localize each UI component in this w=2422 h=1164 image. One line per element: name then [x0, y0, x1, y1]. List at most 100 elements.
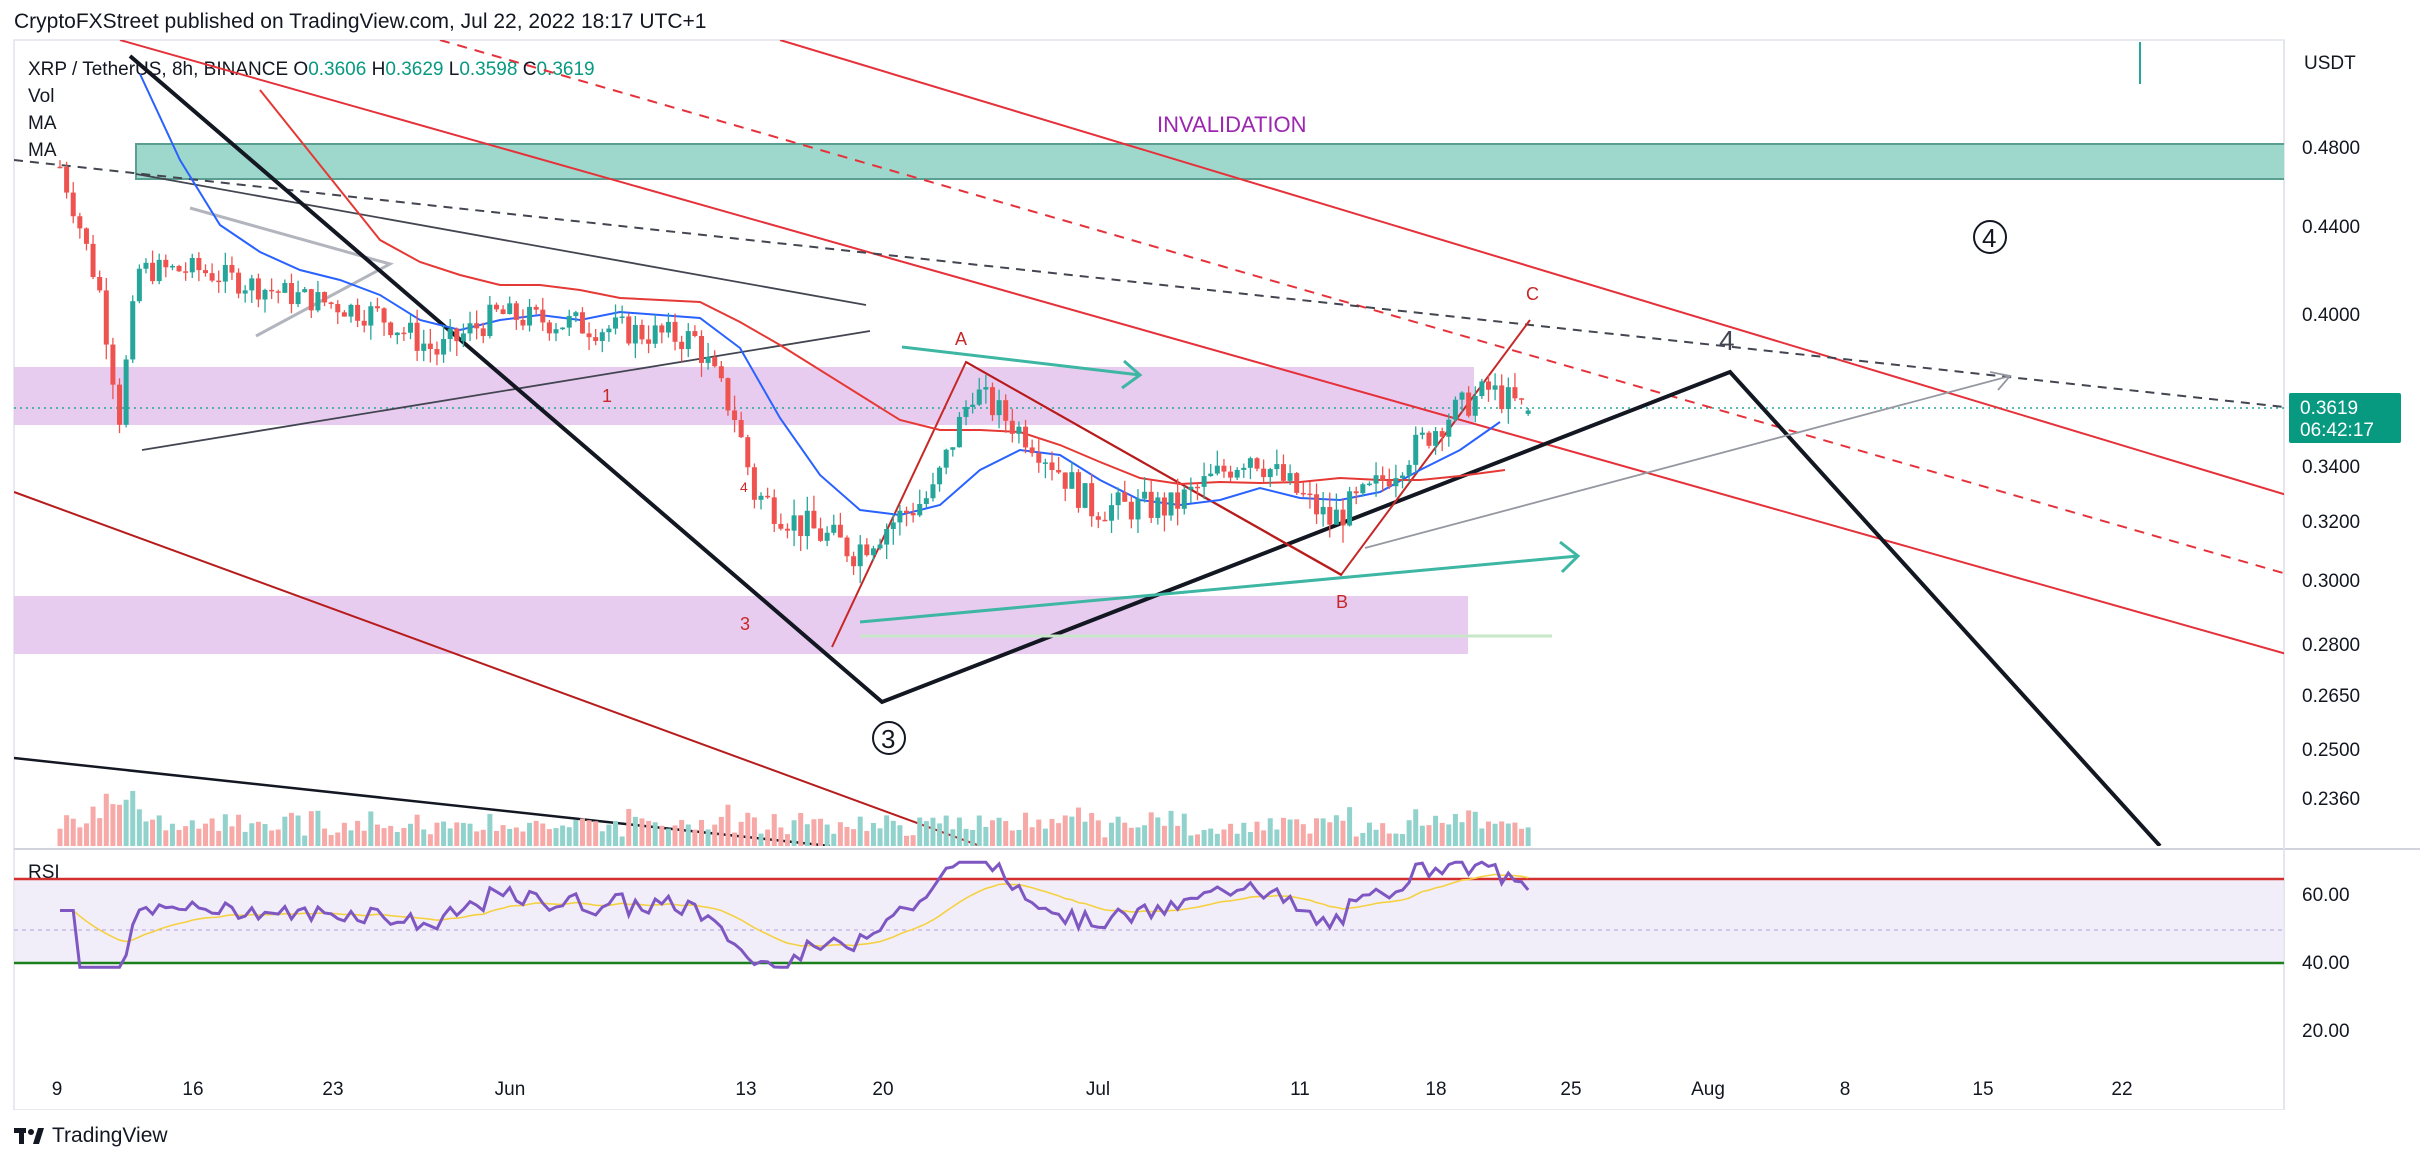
volume-bar — [890, 820, 896, 846]
volume-bar — [467, 823, 473, 846]
tradingview-logo-icon — [14, 1128, 44, 1144]
price-tick: 0.2500 — [2302, 740, 2360, 761]
candle-body — [540, 309, 546, 323]
volume-bar — [1148, 812, 1154, 846]
candle-body — [824, 532, 830, 541]
volume-bar — [527, 822, 533, 846]
volume-bar — [586, 820, 592, 846]
volume-bar — [1499, 821, 1505, 846]
price-tick: 0.3200 — [2302, 512, 2360, 533]
volume-bar — [474, 831, 480, 846]
candle-body — [1062, 472, 1068, 489]
volume-bar — [1419, 825, 1425, 846]
candle-body — [1234, 469, 1240, 478]
footer: TradingView — [14, 1124, 168, 1148]
volume-bar — [394, 831, 400, 846]
candle-body — [1036, 453, 1042, 463]
candle-body — [236, 272, 242, 294]
candle-body — [202, 270, 208, 274]
candle-body — [1505, 387, 1511, 410]
volume-bar — [1406, 820, 1412, 846]
candle-body — [1161, 497, 1167, 516]
volume-bar — [1287, 819, 1293, 846]
candle-body — [394, 332, 400, 336]
low-label: L — [448, 59, 460, 80]
volume-bar — [884, 815, 890, 846]
price-chart[interactable]: INVALIDATION A B C 1 3 4 4 3 4 RSI 0.480… — [0, 0, 2422, 1110]
candle-body — [1188, 486, 1194, 490]
volume-bar — [1082, 821, 1088, 846]
volume-bar — [1485, 821, 1491, 846]
candle-body — [308, 289, 314, 311]
date-tick: 16 — [182, 1079, 203, 1100]
candle-body — [500, 309, 506, 315]
candle-body — [619, 316, 625, 318]
candle-body — [1393, 478, 1399, 487]
volume-bar — [163, 830, 169, 846]
candle-body — [341, 312, 347, 317]
indicator-ma-1[interactable]: MA — [28, 113, 57, 134]
volume-bar — [546, 829, 552, 846]
candle-body — [130, 301, 136, 360]
candle-body — [963, 406, 969, 417]
candle-body — [136, 268, 142, 302]
indicator-vol[interactable]: Vol — [28, 86, 55, 107]
volume-bar — [851, 829, 857, 846]
volume-bar — [540, 823, 546, 846]
price-tick: 0.3400 — [2302, 457, 2360, 478]
volume-bar — [216, 830, 222, 846]
candle-body — [1452, 399, 1458, 420]
candle-body — [897, 510, 903, 523]
candle-body — [374, 306, 380, 309]
wave-c-label: C — [1526, 284, 1539, 304]
price-axis[interactable]: 0.4800 0.4400 0.4000 0.3400 0.3200 0.3000 0.28… — [2302, 138, 2360, 810]
candle-body — [1406, 464, 1412, 476]
volume-bar — [176, 829, 182, 846]
candle-body — [1287, 473, 1293, 481]
volume-bar — [355, 820, 361, 846]
candle-body — [1472, 396, 1478, 416]
volume-bar — [381, 828, 387, 846]
channel-line-1 — [779, 40, 2284, 496]
volume-bar — [692, 829, 698, 846]
volume-bar — [1188, 835, 1194, 846]
candle-body — [1049, 462, 1055, 470]
volume-bar — [917, 817, 923, 846]
volume-bar — [1446, 824, 1452, 846]
candle-body — [520, 319, 526, 326]
volume-bar — [1135, 827, 1141, 846]
candle-body — [282, 283, 288, 293]
candle-body — [606, 328, 612, 333]
volume-bar — [1214, 833, 1220, 846]
volume-bar — [1042, 828, 1048, 846]
volume-bar — [765, 829, 771, 846]
candle-body — [679, 341, 685, 350]
volume-bar — [1492, 823, 1498, 846]
volume-bar — [1366, 822, 1372, 846]
symbol-label[interactable]: XRP / TetherUS, 8h, BINANCE — [28, 59, 289, 80]
candle-body — [388, 322, 394, 336]
volume-bar — [269, 830, 275, 846]
rsi-label: RSI — [28, 862, 60, 883]
volume-bar — [1221, 829, 1227, 846]
close-label: C — [522, 59, 537, 80]
volume-bar — [672, 825, 678, 846]
candle-body — [1095, 516, 1101, 520]
time-axis[interactable]: 9 16 23 Jun 13 20 Jul 11 18 25 Aug 8 15 22 — [52, 1079, 2133, 1100]
volume-bar — [1254, 821, 1260, 846]
volume-bar — [963, 828, 969, 846]
candle-body — [103, 290, 109, 345]
candle-body — [295, 292, 301, 305]
volume-bar — [937, 823, 943, 846]
candle-body — [507, 303, 513, 315]
candle-body — [1380, 475, 1386, 481]
high-value: 0.3629 — [385, 59, 444, 80]
volume-bar — [652, 822, 658, 846]
candle-body — [467, 323, 473, 334]
circle-3-marker — [872, 721, 906, 755]
teal-arrow-2 — [859, 554, 1579, 624]
candle-body — [818, 528, 824, 541]
candle-body — [328, 302, 334, 305]
volume-bar — [1320, 818, 1326, 846]
indicator-ma-2[interactable]: MA — [28, 140, 57, 161]
